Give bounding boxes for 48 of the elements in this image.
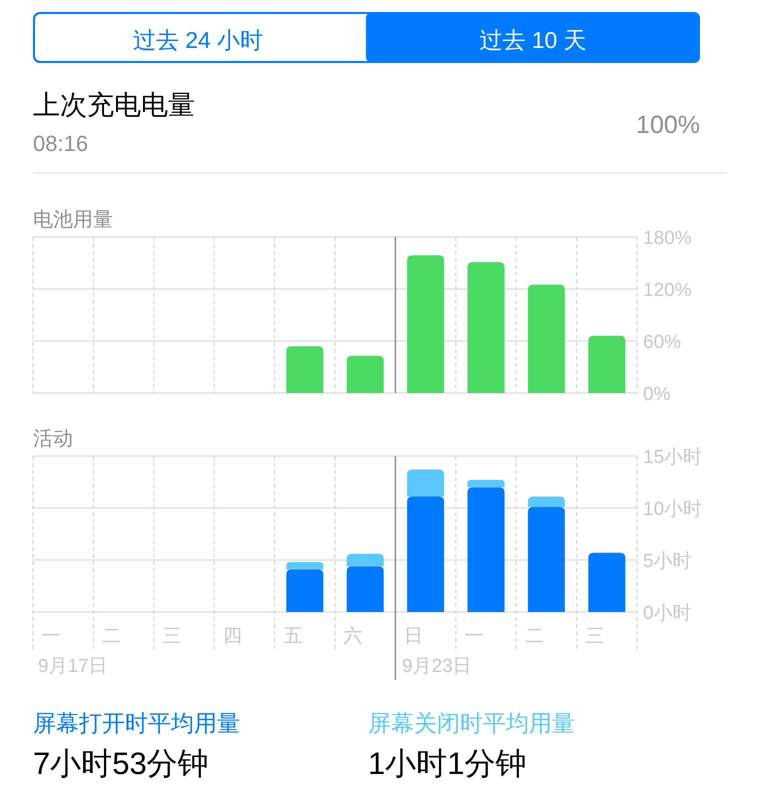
y-tick-label: 120% <box>643 280 692 301</box>
x-tick-label: 一 <box>42 626 61 647</box>
text: 100% <box>636 111 700 139</box>
y-tick-label: 180% <box>643 228 692 249</box>
text: 上次充电电量 <box>33 90 195 120</box>
text: 7小时53分钟 <box>33 746 209 781</box>
x-tick-label: 三 <box>162 626 182 647</box>
x-tick-label: 三 <box>585 626 604 647</box>
text: 屏幕关闭时平均用量 <box>368 710 575 736</box>
y-tick-label: 15小时 <box>643 447 702 468</box>
bar <box>286 569 324 612</box>
y-tick-label: 60% <box>643 332 682 353</box>
bar <box>346 554 384 566</box>
bar <box>346 566 384 612</box>
bar <box>528 284 565 393</box>
y-tick-label: 5小时 <box>643 551 692 572</box>
x-tick-label: 二 <box>524 626 544 647</box>
text: 9月17日 <box>38 656 108 677</box>
text: 过去 24 小时 <box>132 27 264 53</box>
bar <box>286 562 324 570</box>
chart-title: 活动 <box>33 428 73 450</box>
bar <box>468 262 504 393</box>
x-tick-label: 二 <box>102 626 122 647</box>
text: 屏幕打开时平均用量 <box>33 710 240 736</box>
bar <box>407 470 444 497</box>
bar <box>346 356 384 393</box>
bar <box>468 487 504 612</box>
bar <box>468 480 504 488</box>
text: 08:16 <box>33 131 88 156</box>
text: 1小时1分钟 <box>368 746 526 781</box>
x-tick-label: 四 <box>222 626 242 647</box>
bar <box>588 552 626 612</box>
x-tick-label: 一 <box>464 626 484 647</box>
x-tick-label: 日 <box>404 626 424 647</box>
bar <box>407 255 444 393</box>
y-tick-label: 10小时 <box>643 499 702 520</box>
x-tick-label: 五 <box>283 626 302 647</box>
bar <box>407 496 444 612</box>
text: 9月23日 <box>402 656 472 677</box>
bar <box>528 496 565 507</box>
bar <box>286 346 324 393</box>
bar <box>588 336 626 393</box>
x-tick-label: 六 <box>344 625 363 647</box>
y-tick-label: 0% <box>643 384 671 405</box>
bar <box>528 506 565 612</box>
chart-title: 电池用量 <box>33 209 113 231</box>
text: 过去 10 天 <box>479 27 587 53</box>
y-tick-label: 0小时 <box>643 603 692 624</box>
